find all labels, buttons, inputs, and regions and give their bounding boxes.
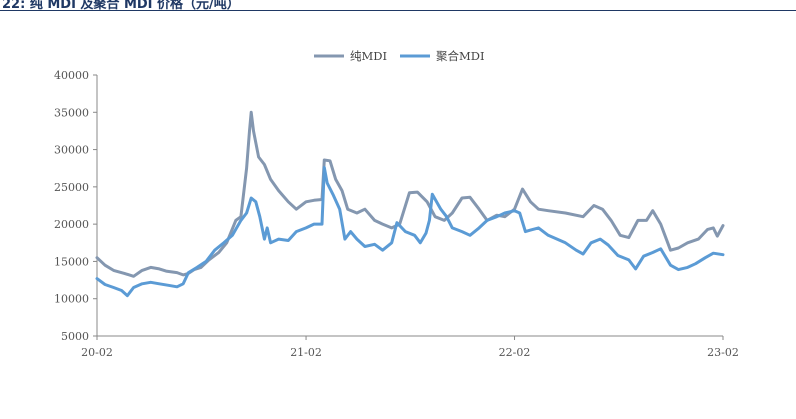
y-tick-label: 10000 [54,293,89,306]
x-tick-label: 20-02 [81,346,113,359]
y-tick-label: 25000 [54,181,89,194]
title-divider [0,10,796,11]
y-tick-label: 35000 [54,106,89,119]
y-tick-label: 5000 [61,330,89,343]
series-line-pure-mdi [95,110,725,278]
x-tick-label: 22-02 [499,346,531,359]
chart-axes: 5000 10000 15000 20000 25000 30000 35000 40000 2… [54,69,739,359]
y-tick-label: 20000 [54,218,89,231]
chart-series [95,110,725,298]
x-tick-label: 21-02 [290,346,322,359]
figure-title: 22: 纯 MDI 及聚合 MDI 价格（元/吨） [2,0,240,12]
series-line-polymeric-mdi [95,166,725,298]
y-tick-label: 40000 [54,69,89,82]
legend-label: 纯MDI [350,49,387,63]
legend-label: 聚合MDI [436,49,485,63]
y-tick-label: 15000 [54,255,89,268]
chart-legend: 纯MDI 聚合MDI [314,49,485,63]
y-tick-label: 30000 [54,144,89,157]
x-tick-label: 23-02 [707,346,739,359]
